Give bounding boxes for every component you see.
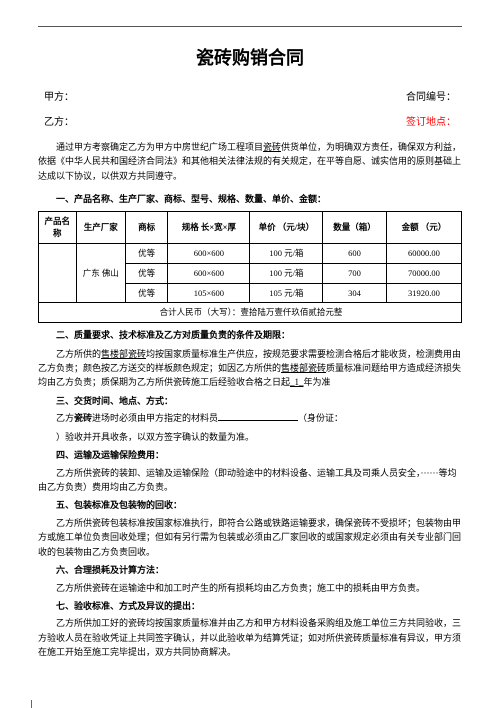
section-6-header: 六、合理损耗及计算方法：	[38, 564, 462, 578]
section-3-header: 三、交货时间、地点、方式：	[38, 395, 462, 409]
cell-price: 100 元/箱	[250, 244, 323, 264]
table-total-row: 合计人民币（大写）：壹拾陆万壹仟玖佰贰拾元整	[39, 303, 462, 323]
col-price: 单价 （元/块）	[250, 211, 323, 244]
cell-brand: 优等	[125, 283, 167, 303]
cell-spec: 105×600	[168, 283, 250, 303]
document-title: 瓷砖购销合同	[38, 45, 462, 72]
blank-field	[218, 412, 298, 421]
col-spec: 规格 长×宽×厚	[168, 211, 250, 244]
section-4-para: 乙方所供瓷砖的装卸、运输及运输保险（即动验途中的材料设备、运输工具及司乘人员安全…	[38, 466, 462, 495]
cell-name	[39, 244, 77, 303]
intro-paragraph: 通过甲方考察确定乙方为甲方中房世纪广场工程项目瓷砖供货单位，为明确双方责任，确保…	[38, 140, 462, 183]
section-2-header: 二、质量要求、技术标准及乙方对质量负责的条件及期限：	[38, 329, 462, 343]
product-table: 产品名称 生产厂家 商标 规格 长×宽×厚 单价 （元/块） 数量（箱） 金额 …	[38, 211, 462, 324]
section-6-para: 乙方所供瓷砖在运输途中和加工时产生的所有损耗均由乙方负责；施工中的损耗由甲方负责…	[38, 581, 462, 595]
table-row: 广东 佛山 优等 600×600 100 元/箱 600 60000.00	[39, 244, 462, 264]
section-2-para: 乙方所供的售楼部瓷砖均按国家质量标准生产供应，按规范要求需要检测合格后才能收货，…	[38, 347, 462, 390]
col-maker: 生产厂家	[76, 211, 125, 244]
col-brand: 商标	[125, 211, 167, 244]
margin-line	[31, 700, 32, 708]
total-cell: 合计人民币（大写）：壹拾陆万壹仟玖佰贰拾元整	[39, 303, 462, 323]
section-5-header: 五、包装标准及包装物的回收：	[38, 499, 462, 513]
cell-maker: 广东 佛山	[76, 244, 125, 303]
contract-no-label: 合同编号：	[406, 90, 456, 105]
cell-price: 105 元/箱	[250, 283, 323, 303]
table-header-row: 产品名称 生产厂家 商标 规格 长×宽×厚 单价 （元/块） 数量（箱） 金额 …	[39, 211, 462, 244]
cell-brand: 优等	[125, 263, 167, 283]
cell-amt: 31920.00	[386, 283, 461, 303]
section-7-header: 七、验收标准、方式及异议的提出：	[38, 600, 462, 614]
section-7-para: 乙方所供加工好的瓷砖均按国家质量标准并由乙方和甲方材料设备采购组及施工单位三方共…	[38, 616, 462, 659]
intro-text: 通过甲方考察确定乙方为甲方中房世纪广场工程项目	[56, 142, 263, 152]
section-3-para-a: 乙方瓷砖进场时必须由甲方指定的材料员（身份证：	[38, 411, 462, 425]
section-5-para: 乙方所供瓷砖包装标准按国家标准执行，即符合公路或铁路运输要求，确保瓷砖不受损坏；…	[38, 516, 462, 559]
section-1-header: 一、产品名称、生产厂家、商标、型号、规格、数量、单价、金额：	[38, 193, 462, 207]
intro-underline: 瓷砖	[263, 142, 281, 152]
party-a-label: 甲方：	[44, 90, 74, 105]
cell-brand: 优等	[125, 244, 167, 264]
cell-spec: 600×600	[168, 263, 250, 283]
cell-qty: 600	[323, 244, 386, 264]
section-4-header: 四、运输及运输保险费用：	[38, 449, 462, 463]
cell-price: 100 元/箱	[250, 263, 323, 283]
cell-qty: 700	[323, 263, 386, 283]
cell-qty: 304	[323, 283, 386, 303]
cell-amt: 60000.00	[386, 244, 461, 264]
col-name: 产品名称	[39, 211, 77, 244]
col-qty: 数量（箱）	[323, 211, 386, 244]
party-b-label: 乙方：	[44, 115, 74, 130]
cell-spec: 600×600	[168, 244, 250, 264]
party-a-row: 甲方： 合同编号：	[38, 90, 462, 105]
sign-location-label: 签订地点：	[406, 115, 456, 130]
party-b-row: 乙方： 签订地点：	[38, 115, 462, 130]
cell-amt: 70000.00	[386, 263, 461, 283]
section-3-para-b: ）验收并开具收条，以双方签字确认的数量为准。	[38, 430, 462, 444]
col-amt: 金额 （元）	[386, 211, 461, 244]
